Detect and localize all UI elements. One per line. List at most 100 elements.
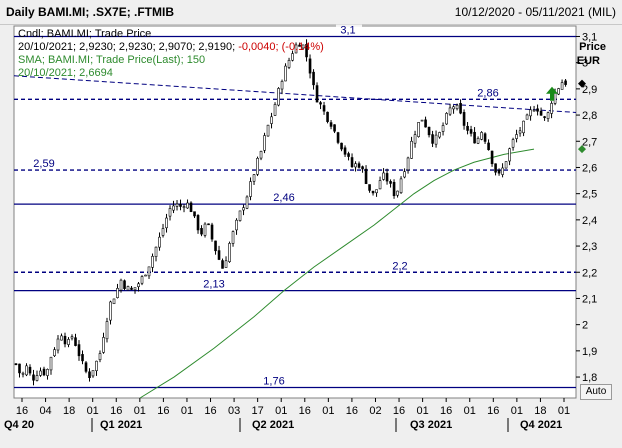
x-axis-tick-label: 16: [157, 405, 169, 417]
candle: [536, 104, 539, 116]
candle-body: [231, 231, 235, 244]
candle: [91, 370, 95, 378]
candle: [140, 275, 144, 286]
candle: [193, 211, 196, 219]
candle: [49, 356, 53, 375]
candle: [511, 137, 515, 151]
candle: [340, 142, 343, 152]
candle-body: [28, 366, 32, 374]
candle: [42, 366, 46, 377]
candle: [231, 230, 235, 247]
candle: [455, 103, 459, 111]
x-axis-quarter-label: Q4 20: [4, 419, 34, 431]
candle-body: [172, 205, 175, 211]
candle: [238, 210, 242, 222]
candle-body: [396, 190, 399, 196]
candle: [280, 79, 284, 95]
candle: [515, 129, 518, 143]
x-axis-tick-label: 16: [440, 405, 452, 417]
candle-body: [123, 280, 126, 289]
candle-body: [329, 122, 333, 127]
candle-body: [77, 344, 81, 357]
candle: [469, 125, 473, 137]
candle-body: [154, 246, 158, 257]
candle: [200, 225, 203, 237]
candle-body: [455, 104, 459, 110]
candle-body: [483, 133, 487, 142]
candle: [476, 136, 480, 145]
candle-body: [480, 132, 483, 140]
candle: [490, 150, 494, 167]
x-axis-tick-label: 04: [39, 405, 51, 417]
auto-scale-button[interactable]: Auto: [580, 384, 612, 400]
candle: [431, 130, 434, 148]
candle-body: [175, 203, 179, 207]
candle-body: [133, 287, 137, 291]
candle: [256, 156, 259, 177]
candle-body: [56, 338, 60, 351]
candle-body: [515, 134, 518, 139]
level-label-bg: [388, 260, 414, 272]
candle-body: [389, 181, 392, 184]
level-label-bg: [272, 192, 298, 204]
candle: [144, 274, 147, 277]
candle: [228, 241, 231, 263]
candle-body: [536, 108, 539, 112]
level-label-bg: [202, 278, 228, 290]
candle: [18, 363, 21, 378]
candle-body: [53, 349, 56, 357]
candle: [277, 87, 280, 107]
currency-axis-label: EUR: [577, 55, 600, 67]
candle-body: [256, 158, 259, 175]
x-axis-tick-label: 01: [181, 405, 193, 417]
candle: [137, 281, 140, 292]
candle-body: [245, 196, 249, 209]
candle: [550, 101, 553, 119]
x-axis-tick-label: 01: [275, 405, 287, 417]
candle-body: [564, 80, 567, 85]
candle: [410, 136, 413, 159]
candle-body: [200, 228, 203, 235]
candle: [389, 179, 392, 188]
y-axis-tick-label: 2,9: [582, 84, 597, 96]
candle: [462, 109, 466, 130]
candle: [378, 176, 382, 190]
y-axis-tick-label: 2,2: [582, 267, 597, 279]
candle-body: [266, 124, 270, 137]
candle: [105, 317, 109, 343]
candle: [182, 204, 186, 213]
candle-body: [116, 288, 119, 298]
x-axis-tick-label: 18: [534, 405, 546, 417]
candle-body: [95, 360, 98, 372]
candle: [116, 283, 119, 299]
candle: [329, 119, 333, 130]
candle: [417, 122, 420, 138]
candle: [375, 189, 378, 197]
y-axis-tick-label: 2: [582, 320, 588, 332]
y-axis-tick-label: 1,8: [582, 372, 597, 384]
candle-body: [46, 369, 49, 376]
y-axis-tick-label: 2,1: [582, 293, 597, 305]
level-label: 2,86: [477, 87, 498, 99]
candle: [427, 126, 431, 138]
candle: [308, 54, 312, 79]
candle: [298, 42, 301, 47]
candle: [224, 256, 228, 268]
candle-body: [168, 208, 172, 217]
candle: [28, 364, 32, 376]
candle-body: [210, 224, 214, 240]
y-axis-tick-label: 3: [582, 58, 588, 70]
candle: [196, 214, 200, 234]
candle-body: [21, 372, 25, 375]
candle-body: [294, 44, 298, 54]
candle-body: [280, 81, 284, 90]
legend-sma-value: 20/10/2021; 2,6694: [18, 67, 113, 79]
candle: [522, 120, 525, 137]
x-axis-tick-label: 01: [416, 405, 428, 417]
sma-marker-icon: [578, 145, 586, 154]
candle-body: [448, 107, 452, 115]
candle: [210, 222, 214, 242]
trend-line: [13, 75, 577, 113]
